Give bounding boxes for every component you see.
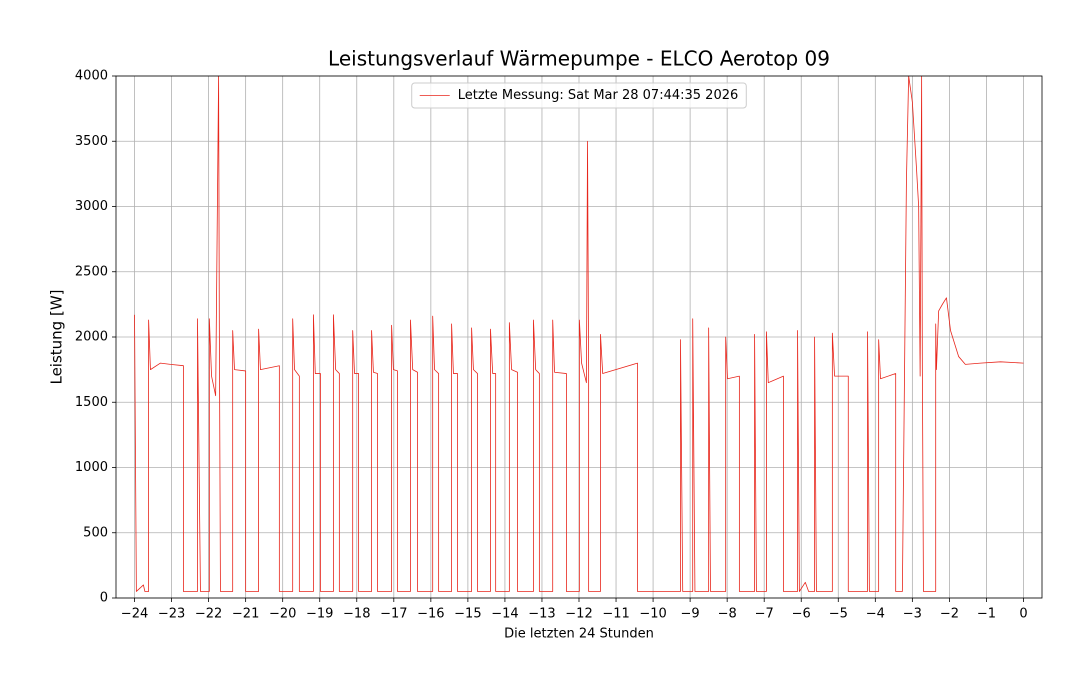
y-tick-label: 1000 [75,460,108,475]
x-tick-label: −23 [158,607,185,622]
x-tick-label: −8 [718,607,737,622]
x-tick-label: −4 [866,607,885,622]
x-tick-label: −21 [232,607,259,622]
x-tick-label: −14 [491,607,518,622]
x-tick-label: −6 [792,607,811,622]
plot-area [134,76,1024,592]
x-tick-label: −13 [528,607,555,622]
legend-label: Letzte Messung: Sat Mar 28 07:44:35 2026 [458,88,739,103]
x-tick-label: −7 [755,607,774,622]
chart-title: Leistungsverlauf Wärmepumpe - ELCO Aerot… [328,47,830,71]
x-tick-label: 0 [1019,607,1027,622]
y-tick-label: 4000 [75,69,108,84]
y-tick-label: 2500 [75,264,108,279]
y-tick-label: 3000 [75,199,108,214]
data-line [134,76,1024,592]
legend: Letzte Messung: Sat Mar 28 07:44:35 2026 [411,82,747,109]
x-tick-label: −15 [454,607,481,622]
x-tick-label: −5 [829,607,848,622]
x-tick-label: −18 [343,607,370,622]
x-tick-label: −17 [380,607,407,622]
y-tick-label: 3500 [75,134,108,149]
x-tick-label: −20 [269,607,296,622]
x-tick-label: −3 [903,607,922,622]
x-tick-label: −16 [417,607,444,622]
x-axis-label: Die letzten 24 Stunden [504,627,654,642]
x-tick-label: −19 [306,607,333,622]
x-tick-label: −22 [195,607,222,622]
x-tick-label: −9 [681,607,700,622]
x-tick-label: −12 [565,607,592,622]
y-tick-label: 500 [83,525,108,540]
x-tick-label: −10 [639,607,666,622]
x-tick-label: −1 [977,607,996,622]
x-tick-label: −2 [940,607,959,622]
y-tick-label: 1500 [75,395,108,410]
x-tick-label: −24 [121,607,148,622]
y-tick-label: 0 [100,591,108,606]
y-axis-label: Leistung [W] [48,289,66,384]
legend-frame [411,82,747,109]
x-tick-label: −11 [602,607,629,622]
y-tick-label: 2000 [75,330,108,345]
